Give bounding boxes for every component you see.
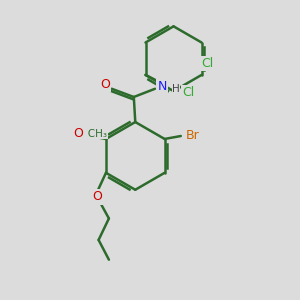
Text: O: O [92, 190, 102, 203]
Text: Cl: Cl [182, 86, 194, 99]
Text: Cl: Cl [201, 57, 213, 70]
Text: O: O [100, 78, 110, 91]
Text: H: H [172, 84, 180, 94]
Text: Br: Br [186, 129, 200, 142]
Text: CH₃: CH₃ [78, 129, 107, 139]
Text: O: O [73, 127, 83, 140]
Text: N: N [158, 80, 167, 93]
